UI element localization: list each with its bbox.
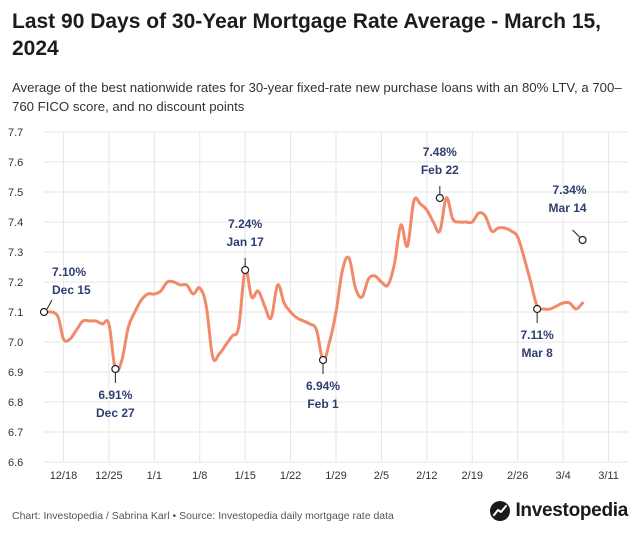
series-line [42, 196, 585, 373]
x-tick-label: 2/19 [462, 470, 483, 482]
x-tick-label: 3/4 [555, 470, 570, 482]
annotation-value-label: 7.10% [52, 265, 86, 279]
y-tick-label: 6.7 [8, 427, 23, 439]
y-tick-label: 7.7 [8, 127, 23, 139]
chart-title: Last 90 Days of 30-Year Mortgage Rate Av… [12, 10, 602, 60]
annotation-date-label: Feb 22 [421, 163, 459, 177]
annotation-value-label: 6.91% [98, 388, 132, 402]
x-tick-label: 1/8 [192, 470, 207, 482]
annotation-marker [318, 355, 328, 365]
investopedia-logo-text: Investopedia [515, 500, 628, 521]
annotation-date-label: Mar 8 [521, 346, 553, 360]
annotation-marker [533, 304, 542, 314]
annotation-marker [435, 193, 444, 203]
y-tick-label: 7.0 [8, 337, 23, 349]
annotation-value-label: 7.11% [520, 328, 554, 342]
x-tick-label: 1/1 [147, 470, 162, 482]
x-tick-label: 2/5 [374, 470, 389, 482]
y-tick-label: 7.2 [8, 277, 23, 289]
annotation-date-label: Dec 15 [52, 283, 91, 297]
x-tick-label: 1/29 [325, 470, 346, 482]
chart-credit: Chart: Investopedia / Sabrina Karl • Sou… [12, 510, 394, 522]
annotation-date-label: Feb 1 [307, 397, 339, 411]
y-tick-label: 7.3 [8, 247, 23, 259]
x-tick-label: 3/11 [598, 470, 619, 482]
annotation-connector [572, 229, 580, 238]
annotation-marker [241, 265, 250, 275]
y-tick-label: 7.5 [8, 187, 23, 199]
annotation-value-label: 6.94% [306, 379, 340, 393]
y-tick-label: 7.1 [8, 307, 23, 319]
y-tick-label: 7.4 [8, 217, 23, 229]
y-tick-label: 6.9 [8, 367, 23, 379]
annotation-date-label: Jan 17 [226, 235, 264, 249]
annotation-date-label: Dec 27 [96, 406, 135, 420]
x-tick-label: 1/22 [280, 470, 301, 482]
investopedia-logo: Investopedia [490, 500, 628, 522]
annotation-value-label: 7.34% [553, 183, 587, 197]
x-tick-label: 1/15 [234, 470, 255, 482]
annotation-value-label: 7.48% [423, 145, 457, 159]
annotation-marker [578, 235, 587, 245]
x-tick-label: 12/18 [50, 470, 78, 482]
chart-subtitle: Average of the best nationwide rates for… [12, 80, 622, 114]
x-tick-label: 2/26 [507, 470, 528, 482]
investopedia-logo-icon [490, 501, 511, 521]
x-tick-label: 12/25 [95, 470, 123, 482]
x-tick-label: 2/12 [416, 470, 437, 482]
annotation-marker [111, 364, 120, 374]
annotation-date-label: Mar 14 [549, 201, 587, 215]
annotation-value-label: 7.24% [228, 217, 262, 231]
y-tick-label: 7.6 [8, 157, 23, 169]
y-tick-label: 6.6 [8, 457, 23, 469]
y-tick-label: 6.8 [8, 397, 23, 409]
annotation-connector [46, 299, 53, 310]
annotation-marker [39, 307, 49, 317]
